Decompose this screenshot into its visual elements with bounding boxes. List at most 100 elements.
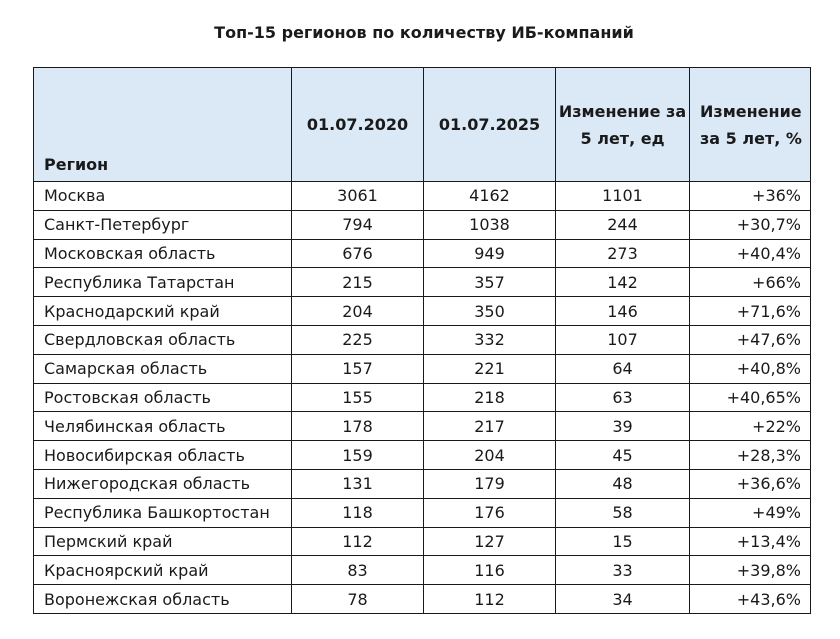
table-row: Москва 3061 4162 1101 +36% [33, 181, 811, 211]
cell-change-pct: +40,8% [689, 353, 811, 384]
header-row: Регион 01.07.2020 01.07.2025 Изменение з… [33, 67, 811, 182]
cell-region: Новосибирская область [33, 440, 292, 470]
table-row: Свердловская область 225 332 107 +47,6% [33, 324, 811, 355]
cell-change-units: 39 [555, 411, 690, 442]
cell-change-units: 273 [555, 238, 690, 269]
cell-change-pct: +28,3% [689, 440, 811, 470]
cell-change-pct: +43,6% [689, 584, 811, 614]
cell-value-2020: 794 [291, 209, 424, 240]
cell-value-2025: 127 [423, 526, 556, 557]
cell-value-2025: 949 [423, 238, 556, 269]
cell-value-2025: 221 [423, 353, 556, 384]
cell-value-2020: 155 [291, 382, 424, 413]
cell-value-2025: 217 [423, 411, 556, 442]
header-change-units: Изменение за 5 лет, ед [555, 67, 690, 182]
cell-change-pct: +49% [689, 497, 811, 528]
cell-value-2025: 357 [423, 267, 556, 298]
cell-change-pct: +39,8% [689, 555, 811, 586]
cell-change-units: 107 [555, 324, 690, 355]
cell-region: Воронежская область [33, 584, 292, 614]
cell-value-2020: 78 [291, 584, 424, 614]
cell-value-2020: 225 [291, 324, 424, 355]
cell-region: Пермский край [33, 526, 292, 557]
cell-change-pct: +13,4% [689, 526, 811, 557]
cell-change-units: 34 [555, 584, 690, 614]
table-body: Москва 3061 4162 1101 +36% Санкт-Петербург 794… [33, 181, 811, 614]
cell-region: Москва [33, 181, 292, 211]
cell-value-2025: 176 [423, 497, 556, 528]
cell-change-units: 146 [555, 296, 690, 326]
table-row: Московская область 676 949 273 +40,4% [33, 238, 811, 269]
cell-value-2025: 350 [423, 296, 556, 326]
cell-change-units: 33 [555, 555, 690, 586]
cell-region: Республика Татарстан [33, 267, 292, 298]
cell-region: Челябинская область [33, 411, 292, 442]
table-row: Воронежская область 78 112 34 +43,6% [33, 584, 811, 614]
cell-value-2020: 159 [291, 440, 424, 470]
table-row: Санкт-Петербург 794 1038 244 +30,7% [33, 209, 811, 240]
cell-region: Краснодарский край [33, 296, 292, 326]
cell-value-2020: 676 [291, 238, 424, 269]
header-change-pct: Изменение за 5 лет, % [689, 67, 811, 182]
cell-region: Красноярский край [33, 555, 292, 586]
cell-value-2025: 218 [423, 382, 556, 413]
cell-value-2020: 83 [291, 555, 424, 586]
header-date-2025: 01.07.2025 [423, 67, 556, 182]
regions-table: Регион 01.07.2020 01.07.2025 Изменение з… [33, 67, 811, 614]
cell-change-pct: +36,6% [689, 468, 811, 499]
cell-value-2025: 332 [423, 324, 556, 355]
cell-change-units: 244 [555, 209, 690, 240]
table-row: Краснодарский край 204 350 146 +71,6% [33, 296, 811, 326]
cell-change-pct: +22% [689, 411, 811, 442]
cell-value-2025: 112 [423, 584, 556, 614]
cell-change-pct: +40,4% [689, 238, 811, 269]
cell-change-units: 45 [555, 440, 690, 470]
cell-change-pct: +36% [689, 181, 811, 211]
cell-region: Свердловская область [33, 324, 292, 355]
cell-change-units: 142 [555, 267, 690, 298]
cell-change-units: 48 [555, 468, 690, 499]
cell-region: Ростовская область [33, 382, 292, 413]
table-title: Топ-15 регионов по количеству ИБ-компани… [214, 23, 634, 42]
cell-value-2025: 4162 [423, 181, 556, 211]
cell-region: Нижегородская область [33, 468, 292, 499]
table-row: Новосибирская область 159 204 45 +28,3% [33, 440, 811, 470]
table-row: Самарская область 157 221 64 +40,8% [33, 353, 811, 384]
cell-change-units: 15 [555, 526, 690, 557]
cell-value-2020: 131 [291, 468, 424, 499]
cell-change-units: 64 [555, 353, 690, 384]
cell-value-2020: 112 [291, 526, 424, 557]
cell-change-pct: +71,6% [689, 296, 811, 326]
cell-region: Санкт-Петербург [33, 209, 292, 240]
table-header: Регион 01.07.2020 01.07.2025 Изменение з… [33, 67, 811, 182]
header-region: Регион [33, 67, 292, 182]
cell-region: Республика Башкортостан [33, 497, 292, 528]
table-row: Республика Башкортостан 118 176 58 +49% [33, 497, 811, 528]
cell-region: Самарская область [33, 353, 292, 384]
table-row: Нижегородская область 131 179 48 +36,6% [33, 468, 811, 499]
cell-value-2020: 3061 [291, 181, 424, 211]
table-row: Ростовская область 155 218 63 +40,65% [33, 382, 811, 413]
cell-change-pct: +40,65% [689, 382, 811, 413]
cell-value-2020: 118 [291, 497, 424, 528]
cell-region: Московская область [33, 238, 292, 269]
cell-change-units: 1101 [555, 181, 690, 211]
table-row: Республика Татарстан 215 357 142 +66% [33, 267, 811, 298]
cell-value-2020: 178 [291, 411, 424, 442]
cell-change-pct: +47,6% [689, 324, 811, 355]
cell-value-2020: 215 [291, 267, 424, 298]
table-row: Пермский край 112 127 15 +13,4% [33, 526, 811, 557]
cell-value-2020: 157 [291, 353, 424, 384]
cell-value-2025: 179 [423, 468, 556, 499]
header-date-2020: 01.07.2020 [291, 67, 424, 182]
cell-value-2025: 204 [423, 440, 556, 470]
cell-value-2025: 1038 [423, 209, 556, 240]
cell-value-2025: 116 [423, 555, 556, 586]
table-row: Красноярский край 83 116 33 +39,8% [33, 555, 811, 586]
cell-change-units: 63 [555, 382, 690, 413]
cell-change-pct: +66% [689, 267, 811, 298]
table-row: Челябинская область 178 217 39 +22% [33, 411, 811, 442]
cell-change-pct: +30,7% [689, 209, 811, 240]
cell-value-2020: 204 [291, 296, 424, 326]
cell-change-units: 58 [555, 497, 690, 528]
